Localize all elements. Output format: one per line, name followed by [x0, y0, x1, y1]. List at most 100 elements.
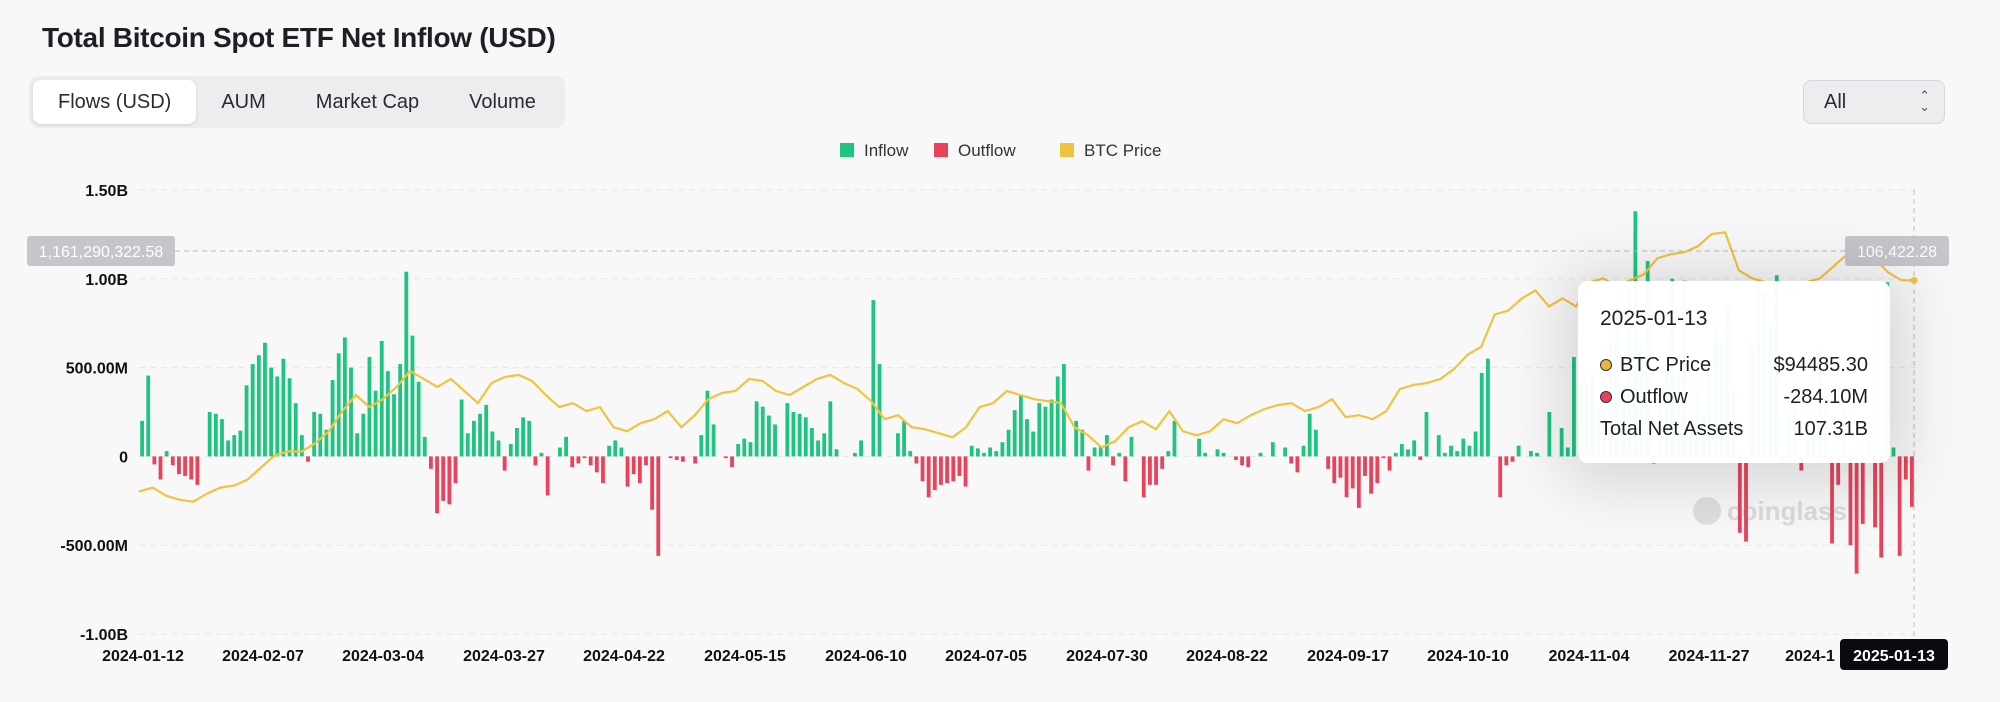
outflow-bar	[1744, 456, 1748, 542]
inflow-bar	[324, 429, 329, 457]
watermark-text: coinglass	[1727, 496, 1847, 526]
inflow-bar	[1080, 429, 1085, 457]
legend-swatch-outflow	[934, 143, 948, 157]
inflow-bar	[1473, 431, 1478, 457]
time-range-select[interactable]: All ⌃ ⌄	[1803, 80, 1945, 124]
outflow-bar	[1338, 456, 1343, 478]
inflow-bar	[613, 440, 618, 457]
legend-swatch-btc-price	[1060, 143, 1074, 157]
outflow-bar	[945, 456, 950, 484]
crosshair-x-label: 2025-01-13	[1853, 648, 1935, 665]
inflow-bar	[496, 440, 501, 457]
chart-tooltip: 2025-01-13 BTC Price $94485.30 Outflow -…	[1578, 281, 1890, 463]
tab-market-cap[interactable]: Market Cap	[315, 90, 420, 113]
outflow-bar	[429, 456, 433, 469]
inflow-bar	[1258, 452, 1263, 457]
tooltip-label: BTC Price	[1620, 353, 1712, 376]
outflow-bar	[1344, 456, 1349, 498]
page-title: Total Bitcoin Spot ETF Net Inflow (USD)	[42, 22, 556, 53]
outflow-bar	[1854, 456, 1859, 574]
inflow-bar	[515, 427, 519, 457]
inflow-bar	[1399, 443, 1404, 457]
inflow-bar	[226, 440, 231, 457]
crosshair-right-badge	[1845, 236, 1949, 266]
inflow-bar	[994, 451, 999, 457]
inflow-bar	[1406, 449, 1410, 457]
inflow-bar	[975, 448, 980, 457]
outflow-bar	[1879, 456, 1884, 558]
tab-flows-usd[interactable]: Flows (USD)	[33, 80, 197, 124]
inflow-bar	[349, 367, 353, 457]
price-point	[1910, 276, 1918, 284]
outflow-bar	[1387, 456, 1392, 471]
x-tick-label: 2024-03-04	[342, 648, 424, 665]
inflow-bar	[318, 413, 323, 457]
inflow-bar	[422, 436, 427, 457]
inflow-bar	[736, 443, 741, 457]
tooltip-value: 107.31B	[1793, 417, 1868, 440]
outflow-bar	[1350, 456, 1355, 489]
inflow-bar	[238, 430, 243, 457]
x-tick-label: 2024-01-12	[102, 648, 184, 665]
y-tick-label: 1.50B	[85, 183, 128, 200]
inflow-bar	[373, 390, 378, 457]
inflow-bar	[558, 447, 562, 457]
tooltip-value: $94485.30	[1773, 353, 1868, 376]
inflow-bar	[822, 433, 827, 457]
outflow-bar	[939, 456, 943, 485]
inflow-bar	[256, 355, 261, 457]
inflow-bar	[355, 433, 360, 457]
inflow-bar	[269, 367, 274, 457]
inflow-bar	[521, 417, 525, 457]
outflow-bar	[1504, 456, 1509, 466]
tooltip-date: 2025-01-13	[1600, 307, 1708, 330]
outflow-bar	[1510, 456, 1515, 462]
inflow-bar	[1006, 429, 1011, 457]
inflow-bar	[1000, 442, 1005, 457]
inflow-bar	[244, 385, 249, 457]
outflow-bar	[951, 456, 956, 482]
outflow-bar	[668, 456, 673, 459]
inflow-bar	[263, 342, 267, 457]
outflow-bar	[1498, 456, 1503, 498]
inflow-bar	[527, 420, 532, 457]
x-tick-label: 2024-11-27	[1669, 648, 1750, 665]
crosshair-left-label: 1,161,290,322.58	[39, 244, 164, 261]
inflow-bar	[1559, 427, 1564, 457]
btc-price-dot-icon	[1600, 359, 1612, 371]
x-tick-label: 2024-07-05	[945, 648, 1027, 665]
outflow-bar	[1332, 456, 1337, 484]
outflow-bar	[1903, 456, 1908, 480]
outflow-bar	[170, 456, 175, 466]
inflow-bar	[760, 406, 765, 457]
outflow-bar	[1830, 456, 1834, 544]
inflow-bar	[1283, 447, 1288, 457]
tab-volume[interactable]: Volume	[469, 90, 536, 113]
x-tick-label: 2024-05-15	[704, 648, 786, 665]
inflow-bar	[275, 376, 280, 457]
tooltip-row-total-net-assets: Total Net Assets 107.31B	[1600, 413, 1868, 445]
legend-label: BTC Price	[1084, 141, 1161, 160]
inflow-bar	[1301, 445, 1306, 457]
outflow-bar	[183, 456, 187, 476]
tab-aum[interactable]: AUM	[221, 90, 266, 113]
inflow-bar	[1031, 431, 1036, 457]
inflow-bar	[342, 337, 347, 457]
outflow-bar	[1240, 456, 1244, 466]
coinglass-logo-icon	[1693, 497, 1721, 525]
inflow-bar	[1092, 447, 1097, 457]
outflow-bar	[625, 456, 630, 487]
outflow-bar	[1848, 456, 1853, 546]
outflow-bar	[1148, 456, 1152, 485]
outflow-bar	[195, 456, 200, 485]
outflow-bar	[177, 456, 181, 475]
inflow-bar	[281, 358, 286, 457]
outflow-bar	[1086, 456, 1091, 471]
outflow-bar	[926, 456, 931, 498]
tooltip-label: Outflow	[1620, 385, 1688, 408]
outflow-bar	[1910, 456, 1914, 507]
y-tick-label: -1.00B	[80, 627, 128, 644]
outflow-bar	[1326, 456, 1331, 469]
outflow-bar	[435, 456, 439, 514]
x-tick-label: 2024-08-22	[1186, 648, 1268, 665]
